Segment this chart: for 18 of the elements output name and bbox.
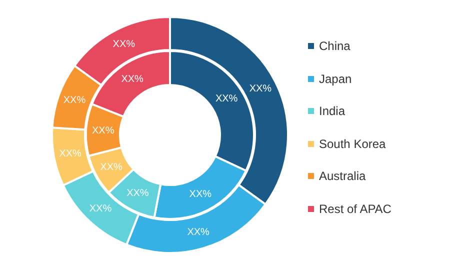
legend-label: Rest of APAC	[319, 202, 392, 216]
data-label: XX%	[89, 203, 112, 214]
legend-label: Japan	[319, 72, 352, 86]
legend-label: Australia	[319, 169, 366, 183]
data-label: XX%	[187, 226, 210, 238]
legend-label: India	[319, 104, 346, 118]
data-label: XX%	[112, 39, 136, 50]
data-label: XX%	[126, 188, 149, 200]
data-label: XX%	[100, 162, 123, 173]
data-label: XX%	[59, 148, 82, 160]
data-label: XX%	[121, 74, 144, 86]
data-label: XX%	[189, 189, 212, 200]
data-label: XX%	[63, 95, 86, 106]
data-label: XX%	[92, 125, 114, 136]
legend-label: South Korea	[319, 136, 386, 150]
data-label: XX%	[215, 94, 238, 105]
data-label: XX%	[249, 83, 272, 94]
legend-label: China	[319, 39, 350, 53]
